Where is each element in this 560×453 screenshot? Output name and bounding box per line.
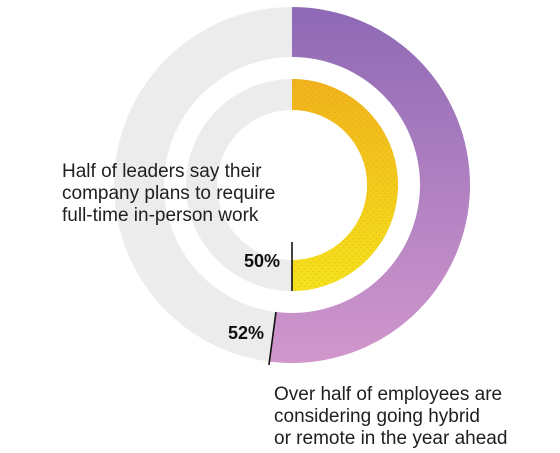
inner-ring-50-dot-texture (292, 79, 398, 291)
center-hole (217, 110, 367, 260)
inner-ring-annotation: Half of leaders say their company plans … (62, 161, 276, 226)
outer-boundary-line (268, 311, 277, 366)
inner-ring-percentage: 50% (244, 251, 281, 271)
outer-ring-52-segment (269, 7, 470, 363)
outer-ring-annotation: Over half of employees are considering g… (274, 384, 508, 449)
outer-ring-percentage: 52% (228, 323, 265, 343)
